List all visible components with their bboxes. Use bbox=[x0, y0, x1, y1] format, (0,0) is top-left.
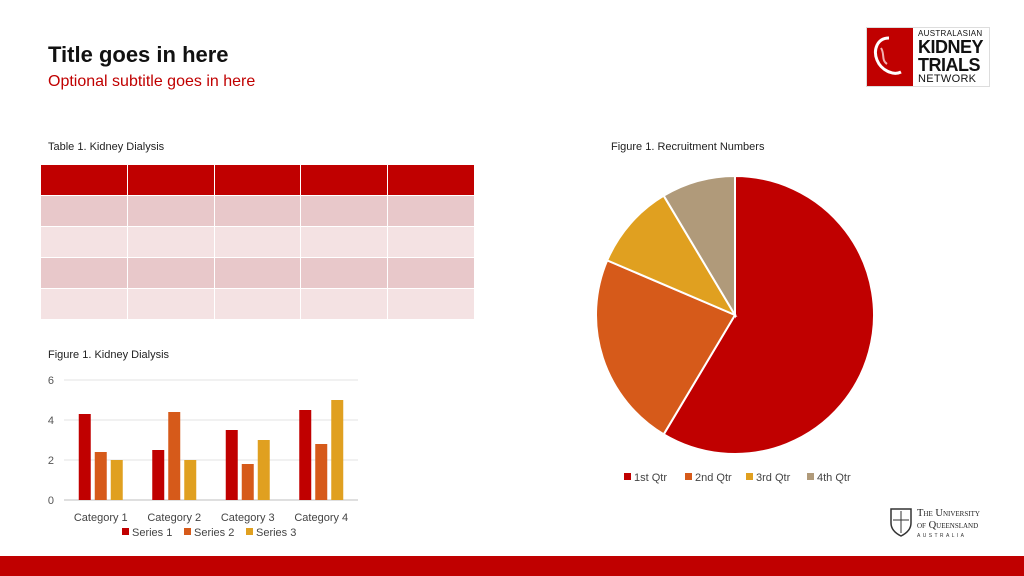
y-tick-label: 0 bbox=[48, 495, 54, 507]
x-tick-label: Category 3 bbox=[221, 512, 275, 524]
y-tick-label: 2 bbox=[48, 455, 54, 467]
table-header-cell bbox=[40, 164, 128, 196]
table-cell bbox=[213, 195, 302, 227]
bar bbox=[152, 450, 165, 500]
legend-swatch bbox=[122, 528, 129, 535]
legend-swatch bbox=[685, 473, 692, 480]
table-cell bbox=[387, 257, 475, 289]
bar bbox=[110, 460, 123, 500]
legend-label: Series 2 bbox=[194, 527, 234, 539]
logo-line-3: TRIALS bbox=[918, 55, 981, 75]
bar bbox=[168, 412, 181, 500]
table-cell bbox=[300, 288, 389, 320]
legend-swatch bbox=[746, 473, 753, 480]
crest-icon bbox=[890, 508, 912, 537]
table-header-cell bbox=[300, 164, 389, 196]
table-cell bbox=[387, 195, 475, 227]
pie-chart: 1st Qtr 2nd Qtr 3rd Qtr 4th Qtr bbox=[595, 174, 875, 484]
logo-line-2: KIDNEY bbox=[918, 37, 984, 57]
y-tick-label: 4 bbox=[48, 415, 54, 427]
table-cell bbox=[126, 226, 215, 258]
bar bbox=[315, 444, 328, 500]
table-cell bbox=[126, 257, 215, 289]
table-header-cell bbox=[213, 164, 302, 196]
table-cell bbox=[40, 257, 128, 289]
table-cell bbox=[300, 226, 389, 258]
table-cell bbox=[213, 226, 302, 258]
bar-chart: 0 2 4 6 Category 1 Category 2 Category 3 Catego… bbox=[48, 375, 358, 539]
bar bbox=[299, 410, 312, 500]
bar bbox=[225, 430, 238, 500]
x-tick-label: Category 1 bbox=[74, 512, 128, 524]
legend-swatch bbox=[246, 528, 253, 535]
pie-slice bbox=[605, 194, 738, 318]
table-caption: Table 1. Kidney Dialysis bbox=[48, 141, 165, 153]
page-title: Title goes in here bbox=[48, 42, 229, 67]
legend-label: 3rd Qtr bbox=[756, 472, 791, 484]
legend-label: Series 1 bbox=[132, 527, 172, 539]
uq-logo: The University of Queensland AUSTRALIA bbox=[889, 507, 993, 541]
table-cell bbox=[126, 195, 215, 227]
table-cell bbox=[40, 288, 128, 320]
x-tick-label: Category 4 bbox=[294, 512, 348, 524]
bar bbox=[241, 464, 254, 500]
table-cell bbox=[213, 257, 302, 289]
uq-line-3: AUSTRALIA bbox=[917, 533, 967, 539]
y-tick-label: 6 bbox=[48, 375, 54, 387]
legend-label: 1st Qtr bbox=[634, 472, 667, 484]
table-row bbox=[40, 257, 475, 289]
table-row bbox=[40, 226, 475, 258]
dialysis-table bbox=[40, 164, 475, 320]
bar bbox=[257, 440, 270, 500]
pie-slice bbox=[595, 259, 737, 436]
pie-chart-caption: Figure 1. Recruitment Numbers bbox=[611, 141, 765, 153]
table-row bbox=[40, 195, 475, 227]
legend-swatch bbox=[807, 473, 814, 480]
bar bbox=[94, 452, 107, 500]
legend-label: 4th Qtr bbox=[817, 472, 851, 484]
table-cell bbox=[387, 288, 475, 320]
aktn-logo: AUSTRALASIAN KIDNEY TRIALS NETWORK bbox=[866, 27, 990, 87]
table-cell bbox=[40, 195, 128, 227]
kidney-logo-icon bbox=[867, 28, 913, 86]
bar bbox=[331, 400, 344, 500]
table-cell bbox=[300, 257, 389, 289]
legend-swatch bbox=[184, 528, 191, 535]
pie-slice bbox=[662, 174, 875, 455]
bar-chart-caption: Figure 1. Kidney Dialysis bbox=[48, 349, 170, 361]
table-row bbox=[40, 288, 475, 320]
table-cell bbox=[387, 226, 475, 258]
uq-line-1: The University bbox=[917, 508, 980, 519]
logo-line-4: NETWORK bbox=[918, 73, 977, 85]
footer-bar bbox=[0, 556, 1024, 576]
table-cell bbox=[300, 195, 389, 227]
legend-label: 2nd Qtr bbox=[695, 472, 732, 484]
table-cell bbox=[40, 226, 128, 258]
table-cell bbox=[213, 288, 302, 320]
logo-line-1: AUSTRALASIAN bbox=[918, 29, 983, 38]
bar bbox=[78, 414, 91, 500]
page-subtitle: Optional subtitle goes in here bbox=[48, 73, 256, 90]
table-header-row bbox=[40, 164, 475, 196]
table-cell bbox=[126, 288, 215, 320]
legend-label: Series 3 bbox=[256, 527, 296, 539]
bar bbox=[184, 460, 197, 500]
pie-slice bbox=[662, 174, 736, 319]
legend-swatch bbox=[624, 473, 631, 480]
table-header-cell bbox=[387, 164, 475, 196]
uq-line-2: of Queensland bbox=[917, 520, 979, 531]
x-tick-label: Category 2 bbox=[147, 512, 201, 524]
table-header-cell bbox=[126, 164, 215, 196]
